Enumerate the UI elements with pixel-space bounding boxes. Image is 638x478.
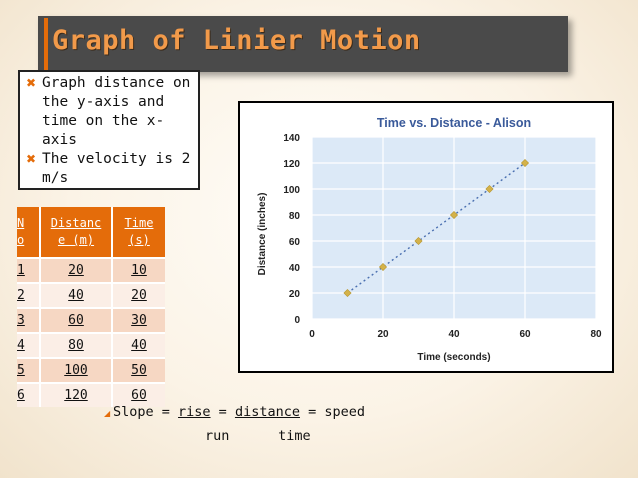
table-row: 6 120 60	[17, 382, 165, 407]
chart-xlabel: Time (seconds)	[417, 352, 490, 363]
table-cell: 10	[111, 257, 165, 283]
bullet-box: ✖ Graph distance on the y-axis and time …	[18, 70, 200, 190]
data-table: N o Distanc e (m) Time (s) 1 20 10 2 40 …	[17, 207, 165, 407]
slope-suffix: = speed	[299, 404, 365, 420]
x-bullet-icon: ✖	[26, 76, 37, 90]
y-tick-label: 60	[289, 237, 301, 248]
x-tick-label: 80	[590, 329, 602, 340]
table-cell: 30	[111, 307, 165, 333]
data-point	[449, 210, 459, 220]
y-tick-label: 40	[289, 263, 301, 274]
title-accent	[44, 18, 48, 70]
y-tick-label: 80	[289, 211, 301, 222]
x-tick-label: 60	[519, 329, 531, 340]
table-cell: 5	[17, 357, 40, 383]
slope-rise: rise	[178, 404, 211, 420]
table-cell: 20	[39, 257, 112, 283]
header-time: Time (s)	[111, 207, 165, 258]
table-row: 5 100 50	[17, 357, 165, 383]
header-text: Distanc	[50, 216, 102, 230]
table-cell: 60	[39, 307, 112, 333]
chart-frame: Time vs. Distance - Alison Distance (inc…	[238, 101, 614, 373]
x-tick-label: 0	[309, 329, 315, 340]
header-distance: Distanc e (m)	[39, 207, 112, 258]
chart-ylabel: Distance (inches)	[257, 193, 268, 276]
table-cell: 20	[111, 282, 165, 308]
table-cell: 40	[39, 282, 112, 308]
bullet-1: Graph distance on the y-axis and time on…	[42, 74, 202, 150]
header-text: N	[17, 216, 25, 230]
table-cell: 4	[17, 332, 40, 358]
table-cell: 120	[39, 382, 112, 407]
bullet-1-line: axis	[42, 132, 77, 148]
table-header-row: N o Distanc e (m) Time (s)	[17, 207, 165, 258]
y-tick-label: 140	[283, 133, 300, 144]
x-bullet-icon: ✖	[26, 152, 37, 166]
x-tick-label: 40	[448, 329, 460, 340]
table-row: 3 60 30	[17, 307, 165, 333]
table-cell: 60	[111, 382, 165, 407]
table-cell: 100	[39, 357, 112, 383]
bullet-1-line: time on the x-	[42, 113, 165, 129]
header-text: e (m)	[57, 233, 95, 247]
slope-distance: distance	[234, 404, 300, 420]
table-cell: 6	[17, 382, 40, 407]
y-tick-label: 120	[283, 159, 300, 170]
title-bar	[38, 16, 568, 72]
slope-prefix: Slope =	[113, 404, 179, 420]
header-no: N o	[17, 207, 40, 258]
chart-title: Time vs. Distance - Alison	[377, 116, 531, 130]
table-cell: 50	[111, 357, 165, 383]
data-point	[520, 158, 530, 168]
bullet-2-line: m/s	[42, 170, 69, 186]
y-tick-label: 0	[294, 315, 300, 326]
table-row: 4 80 40	[17, 332, 165, 358]
header-text: o	[17, 233, 25, 247]
header-text: (s)	[128, 233, 150, 247]
bullet-2: The velocity is 2 m/s	[42, 150, 202, 188]
data-point	[485, 184, 494, 194]
trend-line	[347, 162, 526, 294]
table-row: 2 40 20	[17, 282, 165, 308]
y-tick-label: 100	[283, 185, 300, 196]
chart: Time vs. Distance - Alison Distance (inc…	[257, 116, 602, 363]
data-point	[414, 236, 423, 246]
slope-line-2: run time	[205, 428, 311, 444]
table-cell: 2	[17, 282, 40, 308]
y-tick-label: 20	[289, 289, 301, 300]
slide-title: Graph of Linier Motion	[52, 25, 421, 56]
data-point	[378, 262, 388, 272]
bullet-2-line: The velocity is 2	[42, 151, 191, 167]
slope-mid: =	[210, 404, 235, 420]
slope-line-1: Slope = rise = distance = speed	[113, 404, 365, 420]
x-tick-label: 20	[377, 329, 389, 340]
header-text: Time	[124, 216, 154, 230]
table-row: 1 20 10	[17, 257, 165, 283]
data-point	[343, 288, 352, 298]
table-cell: 3	[17, 307, 40, 333]
bullet-1-line: the y-axis and	[42, 94, 165, 110]
table-cell: 1	[17, 257, 40, 283]
bullet-1-line: Graph distance on	[42, 75, 191, 91]
table-cell: 80	[39, 332, 112, 358]
slope-bullet-icon: ◢	[104, 409, 111, 418]
table-cell: 40	[111, 332, 165, 358]
